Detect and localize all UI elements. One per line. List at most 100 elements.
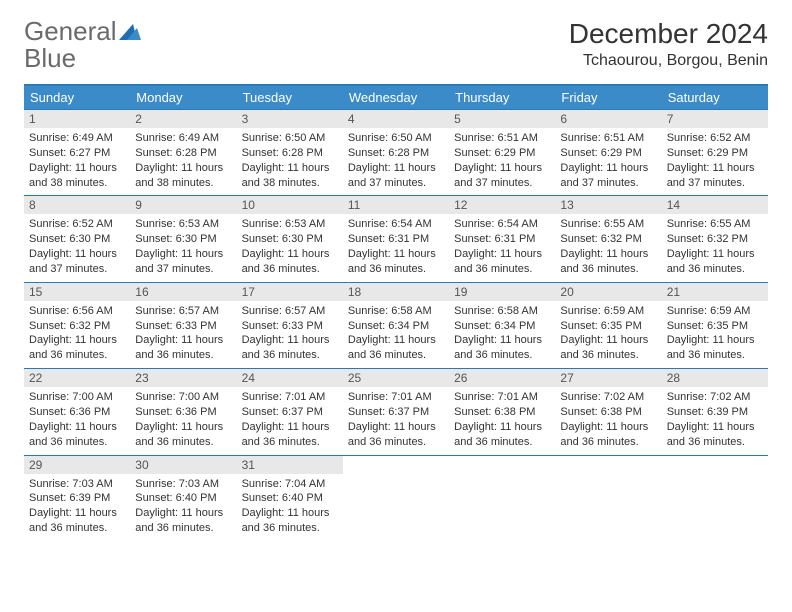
sunrise-line: Sunrise: 6:59 AM — [667, 304, 763, 319]
calendar-cell: 24Sunrise: 7:01 AMSunset: 6:37 PMDayligh… — [237, 369, 343, 455]
day-body: Sunrise: 7:01 AMSunset: 6:38 PMDaylight:… — [449, 387, 555, 454]
calendar-cell: 21Sunrise: 6:59 AMSunset: 6:35 PMDayligh… — [662, 282, 768, 368]
sunset-line: Sunset: 6:35 PM — [667, 319, 763, 334]
day-number: 10 — [237, 196, 343, 214]
day-body: Sunrise: 6:49 AMSunset: 6:28 PMDaylight:… — [130, 128, 236, 195]
sunset-line: Sunset: 6:32 PM — [29, 319, 125, 334]
weekday-header: Friday — [555, 85, 661, 110]
day-body: Sunrise: 6:55 AMSunset: 6:32 PMDaylight:… — [555, 214, 661, 281]
day-number: 27 — [555, 369, 661, 387]
calendar-cell — [555, 455, 661, 541]
day-body: Sunrise: 6:52 AMSunset: 6:30 PMDaylight:… — [24, 214, 130, 281]
sunrise-line: Sunrise: 6:56 AM — [29, 304, 125, 319]
day-body: Sunrise: 6:54 AMSunset: 6:31 PMDaylight:… — [343, 214, 449, 281]
calendar-row: 8Sunrise: 6:52 AMSunset: 6:30 PMDaylight… — [24, 196, 768, 282]
day-number: 17 — [237, 283, 343, 301]
daylight-line: Daylight: 11 hours and 37 minutes. — [348, 161, 444, 191]
sunrise-line: Sunrise: 6:58 AM — [454, 304, 550, 319]
calendar-cell: 10Sunrise: 6:53 AMSunset: 6:30 PMDayligh… — [237, 196, 343, 282]
day-number: 25 — [343, 369, 449, 387]
sunrise-line: Sunrise: 7:04 AM — [242, 477, 338, 492]
sunset-line: Sunset: 6:33 PM — [135, 319, 231, 334]
sunset-line: Sunset: 6:29 PM — [667, 146, 763, 161]
weekday-header: Monday — [130, 85, 236, 110]
calendar-cell: 28Sunrise: 7:02 AMSunset: 6:39 PMDayligh… — [662, 369, 768, 455]
sunset-line: Sunset: 6:35 PM — [560, 319, 656, 334]
calendar-head: SundayMondayTuesdayWednesdayThursdayFrid… — [24, 85, 768, 110]
sunrise-line: Sunrise: 6:57 AM — [242, 304, 338, 319]
day-number: 29 — [24, 456, 130, 474]
logo-triangle-icon — [119, 22, 141, 40]
sunset-line: Sunset: 6:31 PM — [348, 232, 444, 247]
sunset-line: Sunset: 6:32 PM — [560, 232, 656, 247]
day-body: Sunrise: 7:00 AMSunset: 6:36 PMDaylight:… — [24, 387, 130, 454]
day-body: Sunrise: 6:59 AMSunset: 6:35 PMDaylight:… — [555, 301, 661, 368]
day-body: Sunrise: 7:02 AMSunset: 6:38 PMDaylight:… — [555, 387, 661, 454]
daylight-line: Daylight: 11 hours and 36 minutes. — [667, 247, 763, 277]
weekday-header: Sunday — [24, 85, 130, 110]
sunset-line: Sunset: 6:28 PM — [348, 146, 444, 161]
sunset-line: Sunset: 6:36 PM — [135, 405, 231, 420]
day-body: Sunrise: 7:01 AMSunset: 6:37 PMDaylight:… — [343, 387, 449, 454]
day-number: 11 — [343, 196, 449, 214]
day-body: Sunrise: 7:04 AMSunset: 6:40 PMDaylight:… — [237, 474, 343, 541]
calendar-cell: 31Sunrise: 7:04 AMSunset: 6:40 PMDayligh… — [237, 455, 343, 541]
day-number: 21 — [662, 283, 768, 301]
day-number: 5 — [449, 110, 555, 128]
sunrise-line: Sunrise: 7:00 AM — [135, 390, 231, 405]
day-body: Sunrise: 6:56 AMSunset: 6:32 PMDaylight:… — [24, 301, 130, 368]
header: General Blue December 2024 Tchaourou, Bo… — [24, 18, 768, 72]
calendar-cell: 29Sunrise: 7:03 AMSunset: 6:39 PMDayligh… — [24, 455, 130, 541]
sunset-line: Sunset: 6:28 PM — [135, 146, 231, 161]
day-number: 20 — [555, 283, 661, 301]
calendar-cell: 13Sunrise: 6:55 AMSunset: 6:32 PMDayligh… — [555, 196, 661, 282]
sunset-line: Sunset: 6:38 PM — [560, 405, 656, 420]
calendar-cell: 15Sunrise: 6:56 AMSunset: 6:32 PMDayligh… — [24, 282, 130, 368]
sunrise-line: Sunrise: 6:49 AM — [135, 131, 231, 146]
sunrise-line: Sunrise: 7:03 AM — [135, 477, 231, 492]
calendar-cell — [449, 455, 555, 541]
daylight-line: Daylight: 11 hours and 37 minutes. — [667, 161, 763, 191]
sunrise-line: Sunrise: 6:51 AM — [454, 131, 550, 146]
sunrise-line: Sunrise: 7:01 AM — [242, 390, 338, 405]
calendar-cell: 11Sunrise: 6:54 AMSunset: 6:31 PMDayligh… — [343, 196, 449, 282]
day-number: 26 — [449, 369, 555, 387]
weekday-header: Wednesday — [343, 85, 449, 110]
weekday-header: Thursday — [449, 85, 555, 110]
daylight-line: Daylight: 11 hours and 37 minutes. — [29, 247, 125, 277]
daylight-line: Daylight: 11 hours and 36 minutes. — [242, 333, 338, 363]
day-number: 8 — [24, 196, 130, 214]
calendar-cell: 1Sunrise: 6:49 AMSunset: 6:27 PMDaylight… — [24, 110, 130, 196]
weekday-header: Saturday — [662, 85, 768, 110]
sunset-line: Sunset: 6:33 PM — [242, 319, 338, 334]
sunset-line: Sunset: 6:31 PM — [454, 232, 550, 247]
calendar-cell: 7Sunrise: 6:52 AMSunset: 6:29 PMDaylight… — [662, 110, 768, 196]
day-body: Sunrise: 6:57 AMSunset: 6:33 PMDaylight:… — [130, 301, 236, 368]
sunset-line: Sunset: 6:30 PM — [29, 232, 125, 247]
weekday-header: Tuesday — [237, 85, 343, 110]
daylight-line: Daylight: 11 hours and 36 minutes. — [348, 333, 444, 363]
daylight-line: Daylight: 11 hours and 36 minutes. — [560, 333, 656, 363]
calendar-cell: 2Sunrise: 6:49 AMSunset: 6:28 PMDaylight… — [130, 110, 236, 196]
calendar-cell: 12Sunrise: 6:54 AMSunset: 6:31 PMDayligh… — [449, 196, 555, 282]
day-number: 22 — [24, 369, 130, 387]
logo-word-1: General — [24, 16, 117, 46]
calendar-cell: 16Sunrise: 6:57 AMSunset: 6:33 PMDayligh… — [130, 282, 236, 368]
sunrise-line: Sunrise: 7:02 AM — [667, 390, 763, 405]
sunrise-line: Sunrise: 6:54 AM — [454, 217, 550, 232]
calendar-page: General Blue December 2024 Tchaourou, Bo… — [0, 0, 792, 559]
day-body: Sunrise: 6:54 AMSunset: 6:31 PMDaylight:… — [449, 214, 555, 281]
calendar-row: 22Sunrise: 7:00 AMSunset: 6:36 PMDayligh… — [24, 369, 768, 455]
sunrise-line: Sunrise: 7:01 AM — [348, 390, 444, 405]
sunset-line: Sunset: 6:28 PM — [242, 146, 338, 161]
day-body: Sunrise: 7:03 AMSunset: 6:40 PMDaylight:… — [130, 474, 236, 541]
day-number: 28 — [662, 369, 768, 387]
day-number: 30 — [130, 456, 236, 474]
sunset-line: Sunset: 6:34 PM — [454, 319, 550, 334]
sunset-line: Sunset: 6:27 PM — [29, 146, 125, 161]
day-body: Sunrise: 7:02 AMSunset: 6:39 PMDaylight:… — [662, 387, 768, 454]
daylight-line: Daylight: 11 hours and 36 minutes. — [135, 506, 231, 536]
calendar-cell: 9Sunrise: 6:53 AMSunset: 6:30 PMDaylight… — [130, 196, 236, 282]
day-body: Sunrise: 6:58 AMSunset: 6:34 PMDaylight:… — [343, 301, 449, 368]
logo-word-2: Blue — [24, 43, 76, 73]
